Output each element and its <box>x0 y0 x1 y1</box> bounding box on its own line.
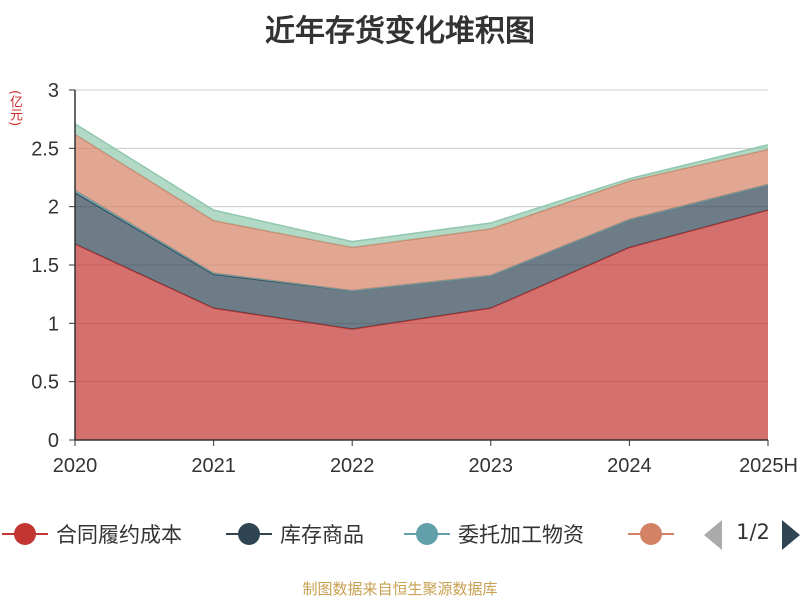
y-tick-label: 1.5 <box>31 255 59 277</box>
y-tick-label: 0.5 <box>31 372 59 394</box>
legend-page-number: 1/2 <box>736 520 770 544</box>
legend-marker <box>226 522 272 546</box>
legend-next-page-icon[interactable] <box>782 520 800 550</box>
legend: 合同履约成本 库存商品 委托加工物资 <box>0 514 800 554</box>
area-series-2 <box>75 184 768 330</box>
x-tick-label: 2025H <box>739 455 798 477</box>
y-tick-label: 0 <box>48 430 59 452</box>
y-tick-label: 2.5 <box>31 138 59 160</box>
legend-item-consigned-processing[interactable]: 委托加工物资 <box>404 514 584 554</box>
legend-pager: 1/2 <box>700 518 800 552</box>
legend-label: 委托加工物资 <box>458 523 584 547</box>
series-line-1 <box>74 209 769 330</box>
legend-dot <box>14 523 36 545</box>
legend-marker <box>2 522 48 546</box>
y-axis-unit: (亿元) <box>7 90 22 127</box>
legend-item-series-4[interactable] <box>628 514 682 554</box>
legend-label: 合同履约成本 <box>56 523 182 547</box>
series-line-5 <box>74 123 769 243</box>
legend-prev-page-icon[interactable] <box>704 520 722 550</box>
legend-marker <box>628 522 674 546</box>
legend-item-contract-cost[interactable]: 合同履约成本 <box>2 514 182 554</box>
legend-dot <box>640 523 662 545</box>
legend-label: 库存商品 <box>280 523 364 547</box>
y-tick-label: 3 <box>48 80 59 102</box>
tick-labels: 0 0.5 1 1.5 2 2.5 3 2020 2021 2022 2023 2024 2025H <box>31 80 798 477</box>
y-tick-label: 2 <box>48 197 59 219</box>
stacked-area-chart: 0 0.5 1 1.5 2 2.5 3 2020 2021 2022 2023 2024 2025H <box>31 80 798 477</box>
y-tick-label: 1 <box>48 313 59 335</box>
x-tick-label: 2023 <box>469 455 514 477</box>
legend-marker <box>404 522 450 546</box>
area-series-4 <box>75 134 768 291</box>
area-series-1 <box>75 210 768 440</box>
x-tick-label: 2021 <box>191 455 236 477</box>
x-tick-label: 2024 <box>607 455 652 477</box>
data-source-note: 制图数据来自恒生聚源数据库 <box>302 580 498 598</box>
axes <box>69 89 769 446</box>
legend-dot <box>416 523 438 545</box>
x-tick-label: 2022 <box>330 455 375 477</box>
area-series-layer <box>74 123 769 440</box>
legend-item-inventory-goods[interactable]: 库存商品 <box>226 514 364 554</box>
x-tick-label: 2020 <box>53 455 98 477</box>
legend-dot <box>238 523 260 545</box>
chart-title: 近年存货变化堆积图 <box>265 14 535 49</box>
